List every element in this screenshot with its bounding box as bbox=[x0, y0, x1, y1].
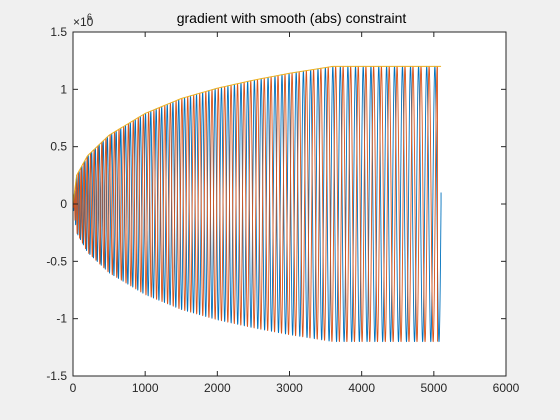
x-tick-label: 5000 bbox=[420, 381, 447, 395]
ticks-layer: 0 1000 2000 3000 4000 5000 6000 -1.5 -1 -0.5 0 0.5 1… bbox=[46, 25, 519, 395]
series-layer bbox=[72, 65, 442, 343]
y-tick-label: 0.5 bbox=[50, 140, 67, 154]
x-tick-label: 1000 bbox=[132, 381, 159, 395]
y-tick-label: -1.5 bbox=[46, 369, 67, 383]
x-tick-label: 4000 bbox=[348, 381, 375, 395]
y-tick-label: 0 bbox=[60, 197, 67, 211]
y-tick-label: 1.5 bbox=[50, 25, 67, 39]
series-line-3 bbox=[72, 65, 442, 205]
x-tick-label: 2000 bbox=[204, 381, 231, 395]
y-tick-label: 1 bbox=[60, 82, 67, 96]
y-tick-label: -0.5 bbox=[46, 254, 67, 268]
series-line-2 bbox=[72, 65, 438, 343]
y-exponent-power: 6 bbox=[87, 12, 92, 22]
y-exponent-label: ×10 bbox=[73, 15, 94, 29]
x-tick-label: 0 bbox=[70, 381, 77, 395]
x-tick-label: 3000 bbox=[276, 381, 303, 395]
chart-title: gradient with smooth (abs) constraint bbox=[177, 10, 407, 26]
x-tick-label: 6000 bbox=[493, 381, 520, 395]
y-tick-label: -1 bbox=[56, 312, 67, 326]
